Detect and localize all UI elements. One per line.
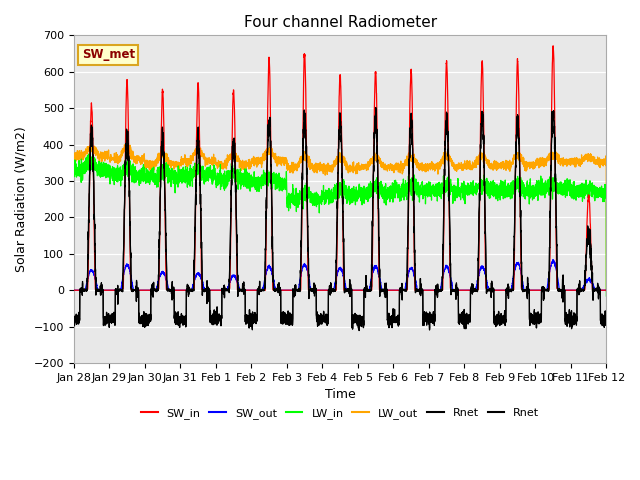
LW_in <box>490 194 497 200</box>
LW_in <box>320 193 328 199</box>
LW_in <box>166 166 173 171</box>
LW_in <box>430 184 438 190</box>
Rnet <box>460 316 467 322</box>
LW_out <box>490 167 497 172</box>
Rnet <box>602 317 610 323</box>
LW_out <box>602 288 610 294</box>
SW_out <box>490 288 497 293</box>
SW_out <box>320 288 328 293</box>
SW_in <box>602 288 610 293</box>
Rnet <box>602 316 610 322</box>
LW_out <box>602 153 609 159</box>
Line: LW_in: LW_in <box>74 154 606 296</box>
Title: Four channel Radiometer: Four channel Radiometer <box>243 15 436 30</box>
LW_out <box>124 139 131 145</box>
Rnet <box>355 327 363 333</box>
Rnet <box>602 317 610 323</box>
Rnet <box>602 316 610 322</box>
LW_in <box>602 293 610 299</box>
Rnet <box>372 105 380 110</box>
Rnet <box>166 288 173 293</box>
Line: SW_out: SW_out <box>74 260 606 290</box>
LW_out <box>320 164 328 169</box>
Rnet <box>490 288 497 293</box>
Legend: SW_in, SW_out, LW_in, LW_out, Rnet, Rnet: SW_in, SW_out, LW_in, LW_out, Rnet, Rnet <box>136 403 543 423</box>
Line: Rnet: Rnet <box>74 108 606 331</box>
SW_out <box>460 288 467 293</box>
SW_out <box>602 288 609 293</box>
Line: SW_in: SW_in <box>74 46 606 290</box>
SW_in <box>490 288 497 293</box>
Rnet <box>430 320 438 326</box>
Rnet <box>70 315 77 321</box>
Line: LW_out: LW_out <box>74 142 606 291</box>
LW_out <box>166 159 173 165</box>
SW_out <box>430 288 438 293</box>
LW_in <box>602 193 609 199</box>
SW_out <box>166 288 173 293</box>
X-axis label: Time: Time <box>324 388 355 401</box>
Rnet <box>320 316 328 322</box>
LW_out <box>460 163 467 168</box>
SW_out <box>549 257 557 263</box>
LW_out <box>430 165 438 170</box>
LW_in <box>460 190 467 196</box>
LW_in <box>70 161 77 167</box>
Rnet <box>166 288 173 293</box>
Line: Rnet: Rnet <box>74 108 606 330</box>
Rnet <box>460 316 467 322</box>
SW_in <box>460 288 467 293</box>
Rnet <box>430 320 438 326</box>
Rnet <box>372 106 380 111</box>
Rnet <box>355 328 363 334</box>
LW_out <box>70 154 77 160</box>
Text: SW_met: SW_met <box>82 48 135 61</box>
Rnet <box>70 315 77 321</box>
SW_out <box>70 288 77 293</box>
Rnet <box>490 287 497 292</box>
Rnet <box>320 316 328 322</box>
SW_in <box>320 288 328 293</box>
SW_in <box>430 288 438 293</box>
SW_in <box>602 288 609 293</box>
SW_out <box>602 288 610 293</box>
SW_in <box>70 288 77 293</box>
Y-axis label: Solar Radiation (W/m2): Solar Radiation (W/m2) <box>15 126 28 272</box>
LW_in <box>85 151 93 157</box>
